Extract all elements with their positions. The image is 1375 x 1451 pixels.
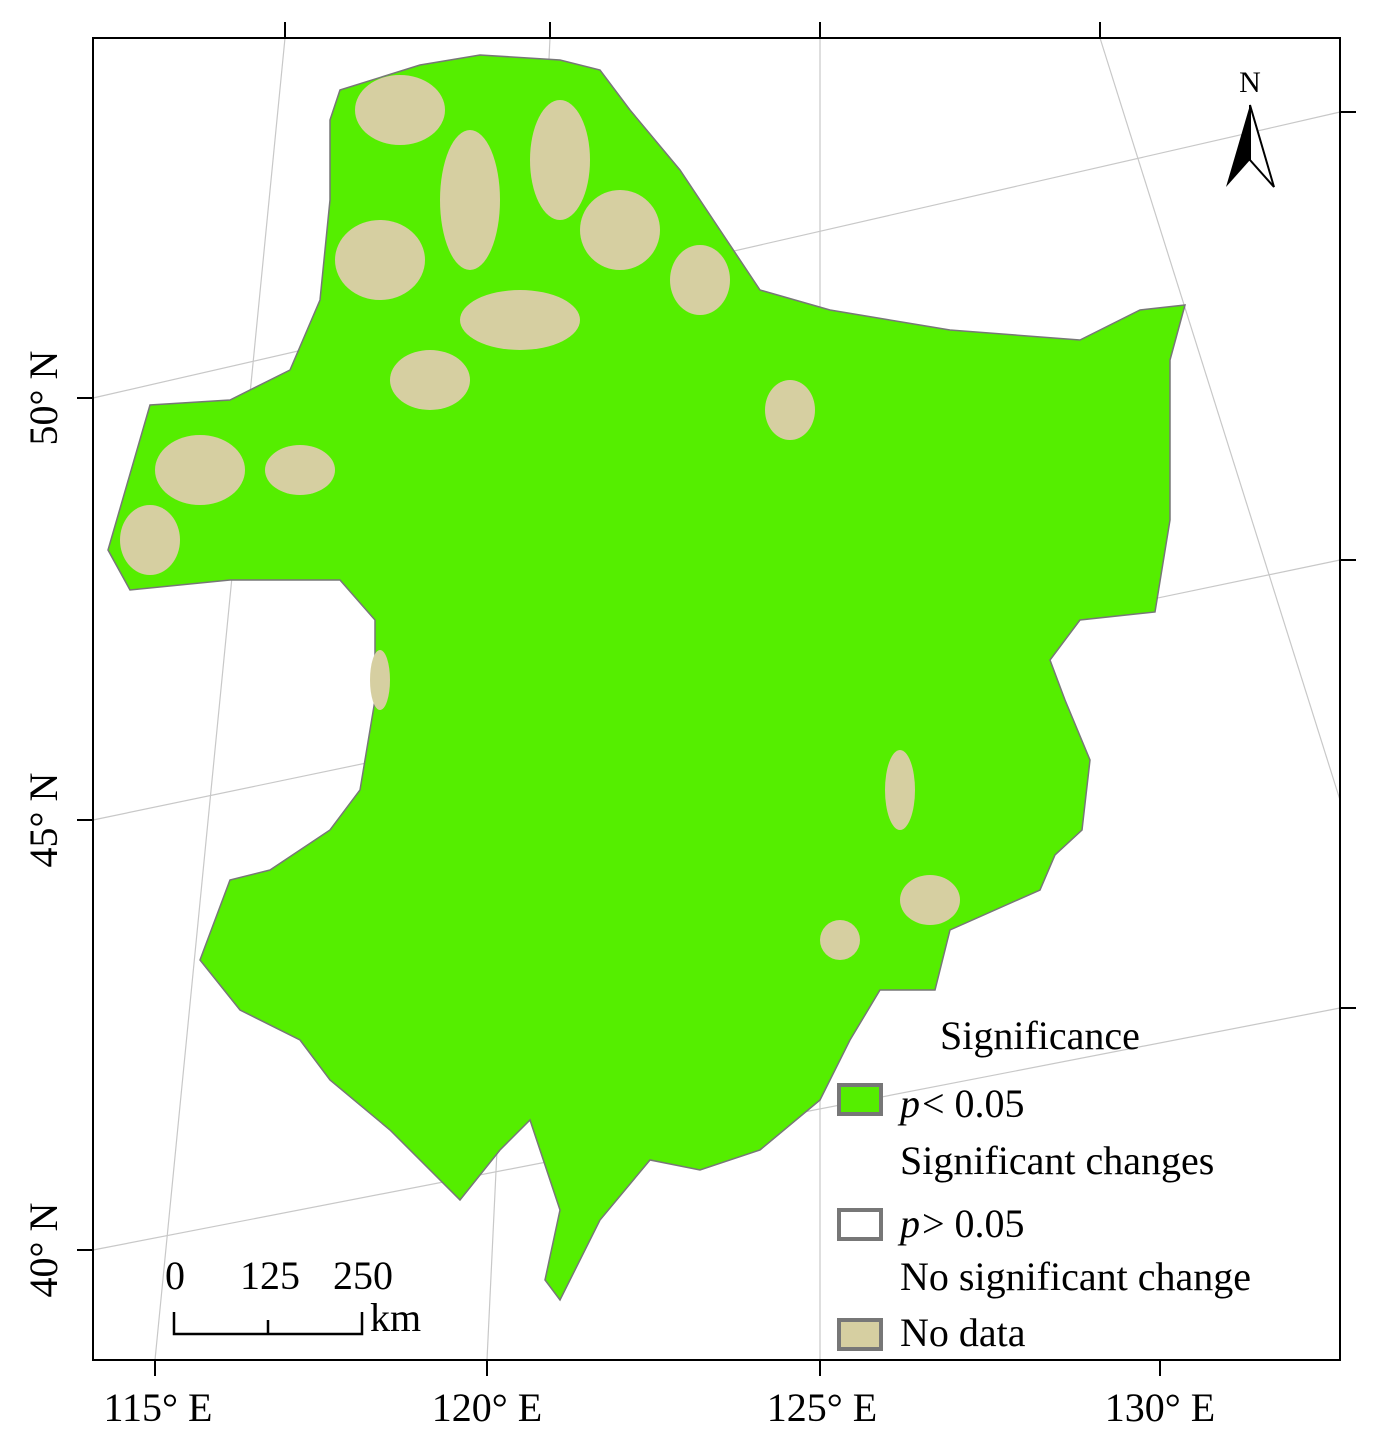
legend-condition: < 0.05 [922,1081,1025,1126]
north-label: N [1239,66,1261,99]
legend-swatch [837,1208,883,1241]
lon-label: 120° E [432,1385,542,1430]
scale-label: 250 [333,1253,393,1298]
scale-unit: km [370,1295,421,1340]
scale-bar: 0 125 250 km [165,1253,421,1340]
legend-description: Significant changes [900,1138,1214,1183]
north-arrow: N [1226,66,1275,188]
legend-title: Significance [940,1013,1140,1058]
no-data-patches [120,75,960,960]
lon-label: 115° E [104,1385,213,1430]
region [107,54,1187,1302]
legend-symbol: p [897,1201,920,1246]
legend-symbol: p [897,1081,920,1126]
legend-swatch [837,1318,883,1351]
map-frame [92,37,1341,1361]
legend-swatch [837,1083,883,1116]
lon-label: 125° E [767,1385,877,1430]
lon-label: 130° E [1105,1385,1215,1430]
scale-label: 0 [165,1253,185,1298]
significant-area [107,54,1187,1302]
frame-ticks [77,22,1356,1376]
legend-condition: > 0.05 [922,1201,1025,1246]
legend-description: No significant change [900,1254,1251,1299]
lat-label: 50° N [21,351,66,446]
lat-label: 45° N [21,773,66,868]
lat-label: 40° N [21,1203,66,1298]
legend-description: No data [900,1310,1026,1355]
scale-label: 125 [240,1253,300,1298]
legend: Significance p < 0.05 Significant change… [837,1013,1251,1355]
